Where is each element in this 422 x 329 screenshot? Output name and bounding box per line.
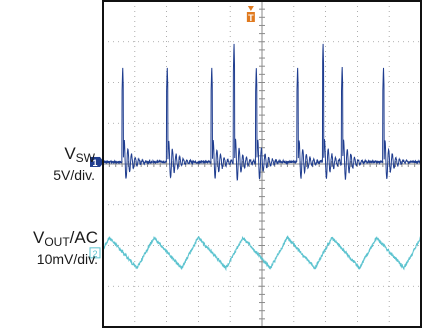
trigger-marker-arrow <box>247 6 254 11</box>
vsw-label: VSW <box>64 144 95 166</box>
channel-1-marker-label: 1 <box>92 158 97 168</box>
vout-scale-label: 10mV/div. <box>36 251 98 267</box>
trigger-marker-label: T <box>248 13 254 23</box>
vout-trace <box>102 235 422 272</box>
traces <box>102 43 422 272</box>
vsw-scale-label: 5V/div. <box>53 167 95 183</box>
channel-2-marker <box>89 247 101 259</box>
trigger-marker <box>246 12 255 22</box>
channel-1-marker <box>90 156 100 167</box>
channel-markers: 1 2 T <box>89 6 255 259</box>
vsw-trace <box>102 43 422 181</box>
plot-frame <box>102 0 422 328</box>
vout-label: VOUT/AC <box>32 228 98 250</box>
vout-label-block: VOUT/AC 10mV/div. <box>32 228 98 268</box>
vsw-label-block: VSW 5V/div. <box>53 144 95 184</box>
channel-2-marker-label: 2 <box>92 249 97 259</box>
